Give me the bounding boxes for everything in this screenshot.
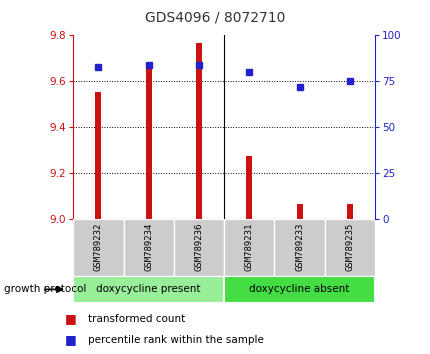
Text: doxycycline present: doxycycline present bbox=[96, 284, 200, 295]
Bar bbox=[73, 276, 224, 303]
Text: percentile rank within the sample: percentile rank within the sample bbox=[88, 335, 264, 345]
Text: transformed count: transformed count bbox=[88, 314, 185, 324]
Text: GDS4096 / 8072710: GDS4096 / 8072710 bbox=[145, 11, 285, 25]
Bar bbox=[173, 219, 224, 276]
Bar bbox=[224, 219, 274, 276]
Bar bbox=[123, 219, 173, 276]
Bar bbox=[296, 204, 302, 219]
Text: ■: ■ bbox=[64, 312, 76, 325]
Text: GSM789231: GSM789231 bbox=[244, 222, 253, 271]
Text: GSM789232: GSM789232 bbox=[94, 222, 103, 271]
Bar bbox=[145, 65, 151, 219]
Text: growth protocol: growth protocol bbox=[4, 284, 86, 295]
Text: GSM789234: GSM789234 bbox=[144, 222, 153, 271]
Text: GSM789236: GSM789236 bbox=[194, 222, 203, 271]
Bar bbox=[196, 44, 202, 219]
Bar bbox=[324, 219, 374, 276]
Bar bbox=[95, 92, 101, 219]
Text: GSM789233: GSM789233 bbox=[295, 222, 303, 271]
Text: ■: ■ bbox=[64, 333, 76, 346]
Text: doxycycline absent: doxycycline absent bbox=[249, 284, 349, 295]
Bar bbox=[246, 156, 252, 219]
Bar bbox=[224, 276, 374, 303]
Bar bbox=[73, 219, 123, 276]
Text: GSM789235: GSM789235 bbox=[344, 222, 353, 271]
Bar bbox=[346, 204, 352, 219]
Bar bbox=[274, 219, 324, 276]
